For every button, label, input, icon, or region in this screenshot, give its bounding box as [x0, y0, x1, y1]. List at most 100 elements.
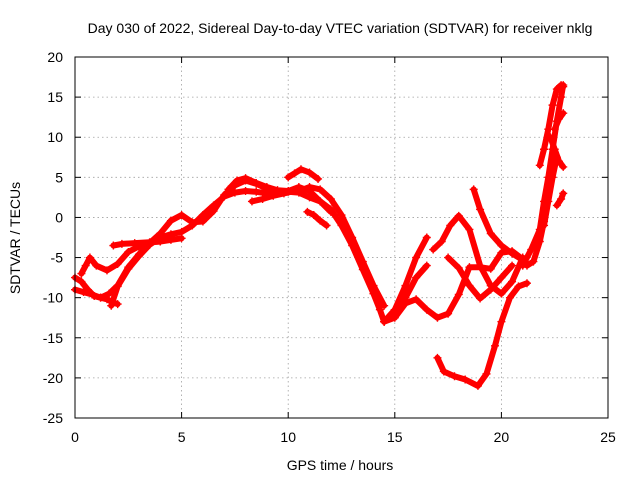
data-point [552, 201, 561, 210]
data-point [508, 249, 517, 258]
data-point [514, 282, 523, 291]
data-point [124, 264, 133, 273]
data-point [529, 257, 538, 266]
y-tick-label: 15 [47, 89, 63, 105]
data-point [88, 290, 97, 299]
data-point [412, 295, 421, 304]
data-point [85, 253, 94, 262]
y-tick-label: 10 [47, 129, 63, 145]
data-point [486, 264, 495, 273]
data-point [296, 165, 305, 174]
data-point [303, 207, 312, 216]
data-point [476, 294, 485, 303]
data-point [540, 221, 549, 230]
series-arc11 [380, 233, 431, 326]
data-point [422, 305, 431, 314]
data-point [305, 168, 314, 177]
data-point [508, 277, 517, 286]
data-point [461, 375, 470, 384]
data-point [552, 153, 561, 162]
data-point [401, 293, 410, 302]
y-tick-label: -15 [43, 330, 63, 346]
data-point [79, 288, 88, 297]
data-point [522, 279, 531, 288]
series-arc6 [224, 174, 389, 310]
data-point [497, 317, 506, 326]
data-point [412, 273, 421, 282]
data-point [454, 211, 463, 220]
data-point [230, 188, 239, 197]
data-point [380, 317, 389, 326]
plot-frame [74, 56, 609, 419]
data-point [326, 194, 335, 203]
data-point [337, 211, 346, 220]
data-point [497, 248, 506, 257]
data-line [225, 175, 388, 309]
data-point [166, 230, 175, 239]
data-point [92, 261, 101, 270]
x-axis-label: GPS time / hours [287, 457, 394, 473]
data-point [550, 145, 559, 154]
data-point [390, 313, 399, 322]
data-point [130, 239, 139, 248]
data-point [476, 261, 485, 270]
series-arc15 [469, 185, 549, 270]
data-point [450, 372, 459, 381]
data-point [284, 173, 293, 182]
data-point [439, 367, 448, 376]
data-point [486, 285, 495, 294]
data-point [258, 194, 267, 203]
data-point [497, 241, 506, 250]
data-point [113, 282, 122, 291]
data-point [473, 381, 482, 390]
series-arc12 [390, 261, 431, 314]
data-point [559, 189, 568, 198]
series-arc4 [107, 186, 389, 326]
series-arc10 [380, 247, 527, 326]
data-point [316, 216, 325, 225]
data-point [429, 245, 438, 254]
data-point [156, 237, 165, 246]
data-point [444, 253, 453, 262]
data-point [465, 281, 474, 290]
data-point [540, 145, 549, 154]
y-axis-label: SDTVAR / TECUs [7, 182, 23, 294]
data-point [113, 300, 122, 309]
data-point [546, 133, 555, 142]
data-point [491, 341, 500, 350]
chart-title: Day 030 of 2022, Sidereal Day-to-day VTE… [88, 20, 593, 36]
data-point [535, 225, 544, 234]
data-point [544, 197, 553, 206]
data-point [454, 263, 463, 272]
data-point [326, 205, 335, 214]
data-point [252, 187, 261, 196]
data-point [124, 247, 133, 256]
data-point [188, 221, 197, 230]
data-point [559, 109, 568, 118]
data-point [548, 173, 557, 182]
data-point [220, 192, 229, 201]
data-line [285, 166, 321, 182]
data-point [469, 185, 478, 194]
data-point [508, 261, 517, 270]
data-point [422, 233, 431, 242]
data-point [358, 257, 367, 266]
data-point [548, 101, 557, 110]
x-tick-label: 20 [494, 429, 510, 445]
data-point [241, 186, 250, 195]
data-point [316, 197, 325, 206]
data-point [290, 186, 299, 195]
data-point [305, 193, 314, 202]
data-point [486, 229, 495, 238]
x-tick-label: 10 [280, 429, 296, 445]
series-arc5 [109, 237, 165, 250]
data-point [81, 261, 90, 270]
data-point [552, 85, 561, 94]
data-point [279, 189, 288, 198]
data-point [401, 281, 410, 290]
data-point [247, 197, 256, 206]
y-tick-label: -25 [43, 410, 63, 426]
series-arc22 [550, 109, 568, 134]
data-point [134, 251, 143, 260]
